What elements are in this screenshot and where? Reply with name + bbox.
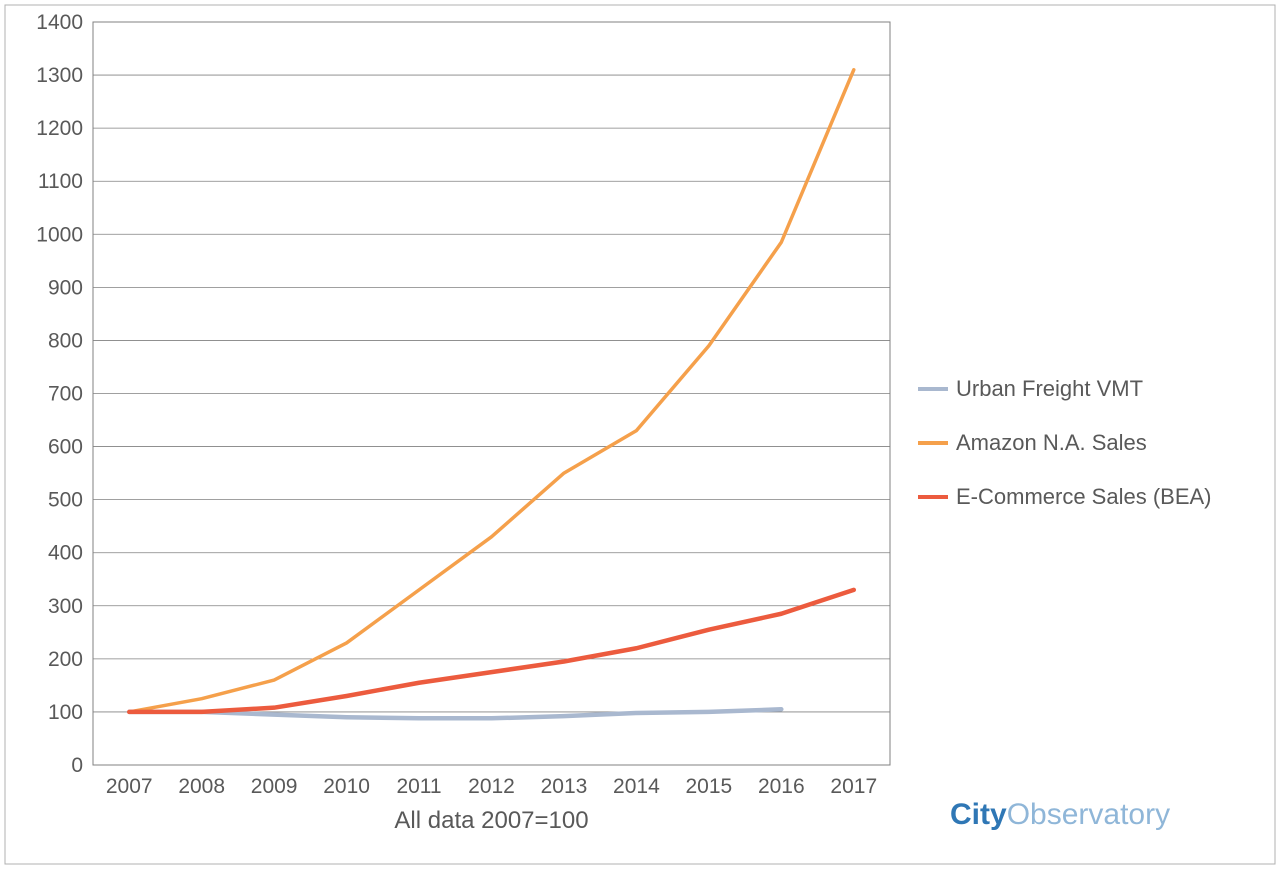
- svg-text:2010: 2010: [323, 775, 370, 798]
- legend-swatch: [918, 441, 948, 445]
- legend: Urban Freight VMT Amazon N.A. Sales E-Comm…: [918, 376, 1212, 538]
- legend-label: Urban Freight VMT: [956, 376, 1143, 402]
- legend-swatch: [918, 387, 948, 392]
- svg-text:2015: 2015: [686, 775, 733, 798]
- svg-text:2014: 2014: [613, 775, 660, 798]
- brand-light: Observatory: [1007, 798, 1170, 831]
- svg-text:1100: 1100: [38, 170, 83, 193]
- svg-text:800: 800: [48, 329, 83, 352]
- svg-text:2008: 2008: [178, 775, 225, 798]
- svg-text:2007: 2007: [106, 775, 153, 798]
- svg-text:100: 100: [48, 701, 83, 724]
- svg-text:1200: 1200: [36, 117, 83, 140]
- svg-text:2017: 2017: [830, 775, 877, 798]
- svg-text:2009: 2009: [251, 775, 298, 798]
- legend-item: Urban Freight VMT: [918, 376, 1212, 402]
- brand-bold: City: [950, 798, 1007, 831]
- svg-text:500: 500: [48, 489, 83, 512]
- brand-logo: CityObservatory: [950, 798, 1170, 832]
- svg-text:400: 400: [48, 542, 83, 565]
- svg-text:1300: 1300: [36, 64, 83, 87]
- legend-label: Amazon N.A. Sales: [956, 430, 1147, 456]
- svg-text:2012: 2012: [468, 775, 515, 798]
- svg-text:2011: 2011: [396, 775, 441, 798]
- legend-label: E-Commerce Sales (BEA): [956, 484, 1212, 510]
- legend-item: E-Commerce Sales (BEA): [918, 484, 1212, 510]
- svg-text:2013: 2013: [541, 775, 588, 798]
- svg-text:700: 700: [48, 383, 83, 406]
- svg-text:900: 900: [48, 276, 83, 299]
- legend-item: Amazon N.A. Sales: [918, 430, 1212, 456]
- x-axis-title: All data 2007=100: [93, 807, 890, 835]
- svg-text:600: 600: [48, 436, 83, 459]
- svg-text:0: 0: [71, 754, 83, 777]
- svg-text:300: 300: [48, 595, 83, 618]
- svg-text:1000: 1000: [36, 223, 83, 246]
- legend-swatch: [918, 495, 948, 500]
- svg-text:200: 200: [48, 648, 83, 671]
- svg-text:2016: 2016: [758, 775, 805, 798]
- svg-text:1400: 1400: [36, 11, 83, 34]
